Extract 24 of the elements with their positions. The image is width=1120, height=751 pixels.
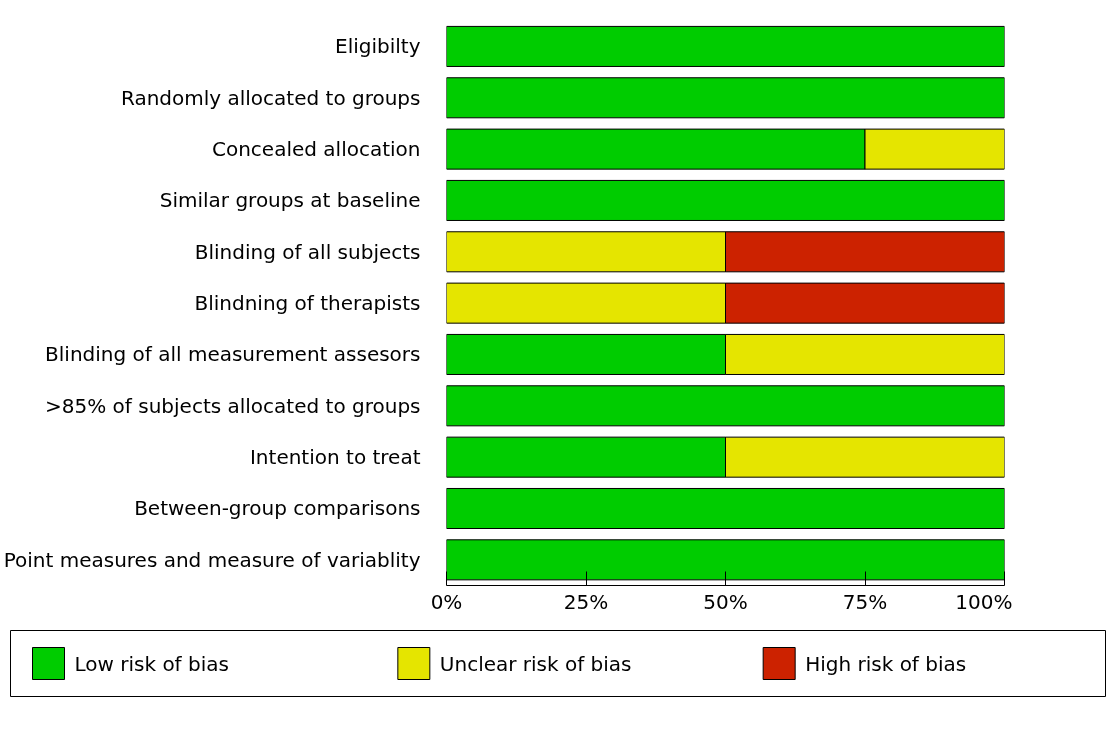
y-tick-label: Between-group comparisons <box>134 496 421 521</box>
bar <box>446 385 1005 427</box>
y-tick-label: Point measures and measure of variablity <box>3 547 421 572</box>
y-tick-label: Blinding of all subjects <box>194 239 421 264</box>
bar <box>446 179 1005 221</box>
bar <box>446 77 1005 119</box>
y-tick-label: >85% of subjects allocated to groups <box>45 393 421 418</box>
bar <box>446 487 1005 530</box>
legend-label: High risk of bias <box>805 651 967 676</box>
x-tick-label: 50% <box>703 589 748 614</box>
legend-label: Low risk of bias <box>74 651 229 676</box>
x-tick-label: 75% <box>842 589 888 614</box>
y-tick-label: Randomly allocated to groups <box>120 85 421 110</box>
x-tick-label: 0% <box>430 589 463 614</box>
x-tick-label: 25% <box>563 589 609 614</box>
y-tick-label: Intention to treat <box>249 445 421 470</box>
x-tick-label: 100% <box>955 589 1013 614</box>
y-tick-label: Eligibilty <box>335 34 421 59</box>
y-tick-label: Similar groups at baseline <box>159 188 421 213</box>
y-tick-label: Blindning of therapists <box>194 291 421 316</box>
legend-label: Unclear risk of bias <box>439 651 632 676</box>
bar <box>446 25 1005 67</box>
y-tick-label: Blinding of all measurement assesors <box>45 342 421 367</box>
y-tick-label: Concealed allocation <box>211 137 421 162</box>
